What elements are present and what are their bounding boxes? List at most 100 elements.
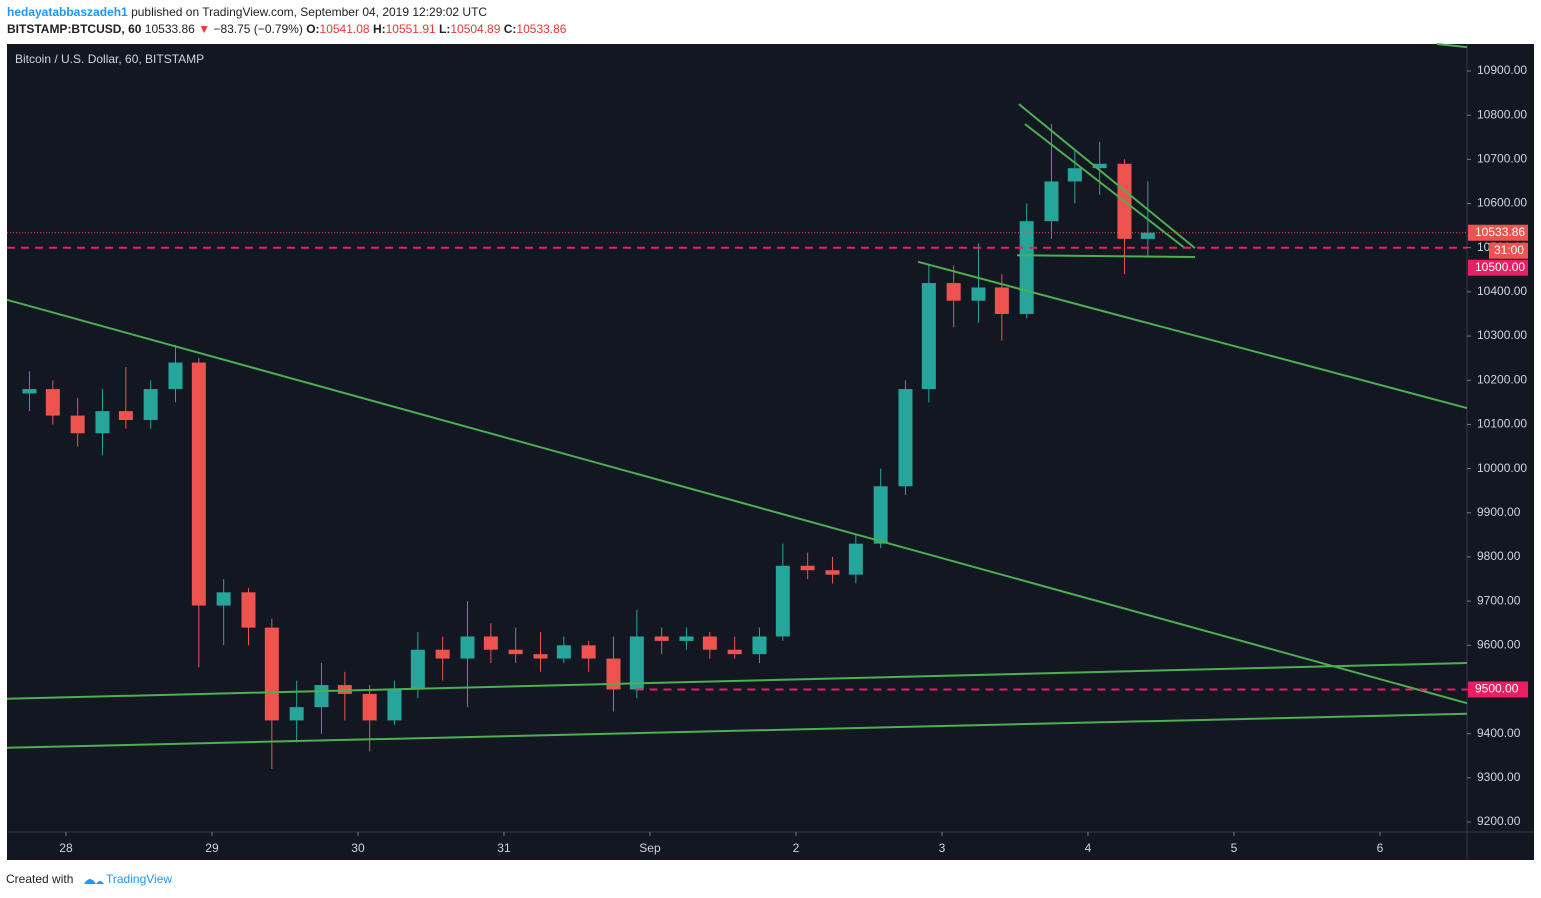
x-tick-label: 3 bbox=[939, 841, 946, 855]
candle-body bbox=[143, 389, 158, 420]
l: 10504.89 bbox=[450, 22, 501, 36]
candle-body bbox=[191, 362, 206, 606]
o: 10541.08 bbox=[319, 22, 370, 36]
candle-body bbox=[460, 636, 475, 659]
y-tick-label: 10900.00 bbox=[1477, 63, 1527, 77]
x-tick-label: 29 bbox=[205, 841, 219, 855]
trendline bbox=[1018, 103, 1196, 249]
candle-body bbox=[1044, 181, 1059, 222]
arrow: ▼ bbox=[198, 22, 211, 36]
y-tick-label: 10600.00 bbox=[1477, 196, 1527, 210]
candle-body bbox=[898, 389, 913, 487]
y-tick-label: 9800.00 bbox=[1477, 549, 1521, 563]
symbol: BITSTAMP:BTCUSD, 60 bbox=[7, 22, 142, 36]
trendline bbox=[1017, 254, 1196, 258]
candle-body bbox=[533, 654, 548, 659]
candle-body bbox=[168, 362, 183, 390]
h: 10551.91 bbox=[385, 22, 436, 36]
candle-body bbox=[581, 645, 596, 659]
trendline bbox=[6, 661, 1468, 700]
trendline bbox=[1024, 123, 1186, 249]
trendline bbox=[6, 712, 1468, 749]
candle-body bbox=[606, 658, 621, 690]
footer-brand[interactable]: TradingView bbox=[106, 872, 172, 886]
candle-body bbox=[508, 649, 523, 655]
level-label: 9500.00 bbox=[1475, 682, 1519, 696]
candle-body bbox=[556, 645, 571, 659]
x-tick-label: 6 bbox=[1377, 841, 1384, 855]
change: −83.75 (−0.79%) bbox=[213, 22, 303, 36]
x-tick-label: 4 bbox=[1085, 841, 1092, 855]
x-tick-label: Sep bbox=[639, 841, 661, 855]
published: published on TradingView.com, September … bbox=[131, 5, 488, 19]
author[interactable]: hedayatabbaszadeh1 bbox=[7, 5, 128, 19]
candle-body bbox=[800, 565, 815, 571]
candle-body bbox=[971, 287, 986, 301]
candle-body bbox=[679, 636, 694, 641]
candle-body bbox=[70, 415, 85, 434]
candle-body bbox=[848, 543, 863, 575]
level-label-bg bbox=[1468, 681, 1528, 698]
x-tick-label: 28 bbox=[59, 841, 73, 855]
countdown-bg bbox=[1489, 242, 1528, 259]
candle-body bbox=[1140, 232, 1155, 239]
logo bbox=[84, 879, 104, 884]
y-tick-label: 10000.00 bbox=[1477, 461, 1527, 475]
candle-body bbox=[1019, 221, 1034, 314]
candle-body bbox=[994, 287, 1009, 314]
y-tick-label: 9600.00 bbox=[1477, 637, 1521, 651]
candle-body bbox=[95, 411, 110, 434]
x-tick-label: 30 bbox=[351, 841, 365, 855]
y-tick-label: 9200.00 bbox=[1477, 814, 1521, 828]
candle-body bbox=[362, 693, 377, 721]
candle-body bbox=[45, 389, 60, 416]
candle-body bbox=[241, 592, 256, 628]
y-tick-label: 9900.00 bbox=[1477, 505, 1521, 519]
candle-body bbox=[264, 627, 279, 721]
candle-body bbox=[654, 636, 669, 641]
candle-body bbox=[873, 486, 888, 544]
publish-line: hedayatabbaszadeh1 published on TradingV… bbox=[7, 5, 487, 19]
y-tick-label: 10300.00 bbox=[1477, 328, 1527, 342]
x-tick-label: 5 bbox=[1231, 841, 1238, 855]
chart-bg bbox=[7, 44, 1534, 860]
h-label: H: bbox=[372, 22, 386, 36]
candle-body bbox=[118, 411, 133, 420]
level-label: 10500.00 bbox=[1475, 260, 1525, 274]
price: 10533.86 bbox=[144, 22, 195, 36]
candle-body bbox=[702, 636, 717, 650]
candle-body bbox=[289, 707, 304, 721]
y-tick-label: 9300.00 bbox=[1477, 770, 1521, 784]
trendline bbox=[1436, 43, 1468, 49]
ohlc-line: BITSTAMP:BTCUSD, 60 10533.86 ▼ −83.75 (−… bbox=[7, 22, 566, 36]
x-tick-label: 31 bbox=[497, 841, 511, 855]
candle-body bbox=[775, 565, 790, 637]
last-price-label: 10533.86 bbox=[1475, 225, 1525, 239]
l-label: L: bbox=[439, 22, 451, 36]
trendline bbox=[917, 260, 1468, 410]
candle-body bbox=[825, 570, 840, 575]
candle-body bbox=[387, 689, 402, 721]
chart-title: Bitcoin / U.S. Dollar, 60, BITSTAMP bbox=[15, 52, 204, 66]
y-tick-label: 10800.00 bbox=[1477, 107, 1527, 121]
y-tick-label: 10400.00 bbox=[1477, 284, 1527, 298]
y-tick-label: 10200.00 bbox=[1477, 372, 1527, 386]
candle-body bbox=[410, 649, 425, 690]
candle-body bbox=[727, 649, 742, 655]
candle-body bbox=[22, 389, 37, 394]
c: 10533.86 bbox=[516, 22, 567, 36]
candle-body bbox=[752, 636, 767, 655]
level-label-bg bbox=[1468, 259, 1528, 276]
candle-body bbox=[629, 636, 644, 690]
countdown: 31:00 bbox=[1494, 243, 1524, 257]
candle-body bbox=[216, 592, 231, 606]
candle-body bbox=[921, 283, 936, 390]
candle-body bbox=[1092, 163, 1107, 169]
c-label: C: bbox=[503, 22, 517, 36]
y-tick-label: 10100.00 bbox=[1477, 417, 1527, 431]
footer-created: Created with bbox=[6, 872, 73, 886]
candle-body bbox=[946, 283, 961, 301]
trendline bbox=[6, 298, 1468, 705]
